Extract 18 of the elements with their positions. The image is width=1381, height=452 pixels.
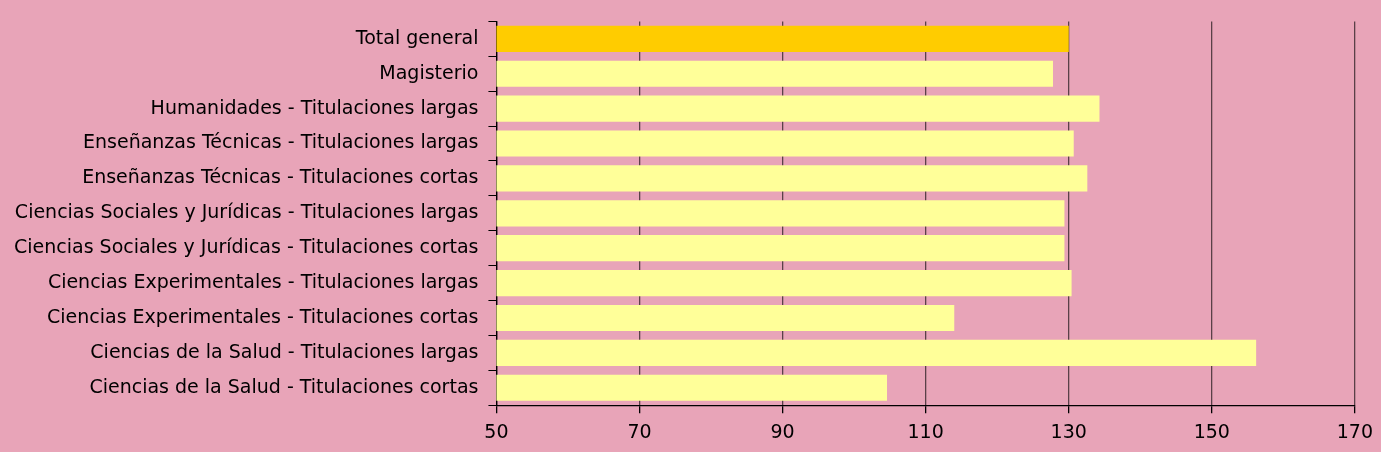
x-tick-label: 90 — [770, 419, 795, 442]
y-tick-label: Total general — [354, 25, 479, 48]
y-tick-label: Ciencias de la Salud - Titulaciones largas — [90, 339, 479, 362]
x-tick-label: 170 — [1336, 419, 1373, 442]
x-tick-label: 130 — [1050, 419, 1087, 442]
x-tick-label: 50 — [484, 419, 509, 442]
y-tick-label: Enseñanzas Técnicas - Titulaciones cortas — [82, 165, 479, 188]
y-tick-label: Humanidades - Titulaciones largas — [150, 95, 479, 118]
x-tick-label: 70 — [627, 419, 652, 442]
y-tick-label: Ciencias de la Salud - Titulaciones cortas — [89, 374, 479, 397]
y-tick-label: Ciencias Experimentales - Titulaciones cortas — [47, 304, 479, 327]
x-tick-label: 110 — [907, 419, 944, 442]
y-tick-label: Ciencias Sociales y Jurídicas - Titulaciones largas — [14, 200, 479, 223]
y-tick-label: Enseñanzas Técnicas - Titulaciones largas — [83, 130, 479, 153]
y-tick-label: Ciencias Experimentales - Titulaciones largas — [47, 270, 479, 293]
y-tick-label: Magisterio — [379, 60, 479, 83]
x-tick-label: 150 — [1193, 419, 1230, 442]
y-tick-label: Ciencias Sociales y Jurídicas - Titulaciones cortas — [14, 235, 479, 258]
